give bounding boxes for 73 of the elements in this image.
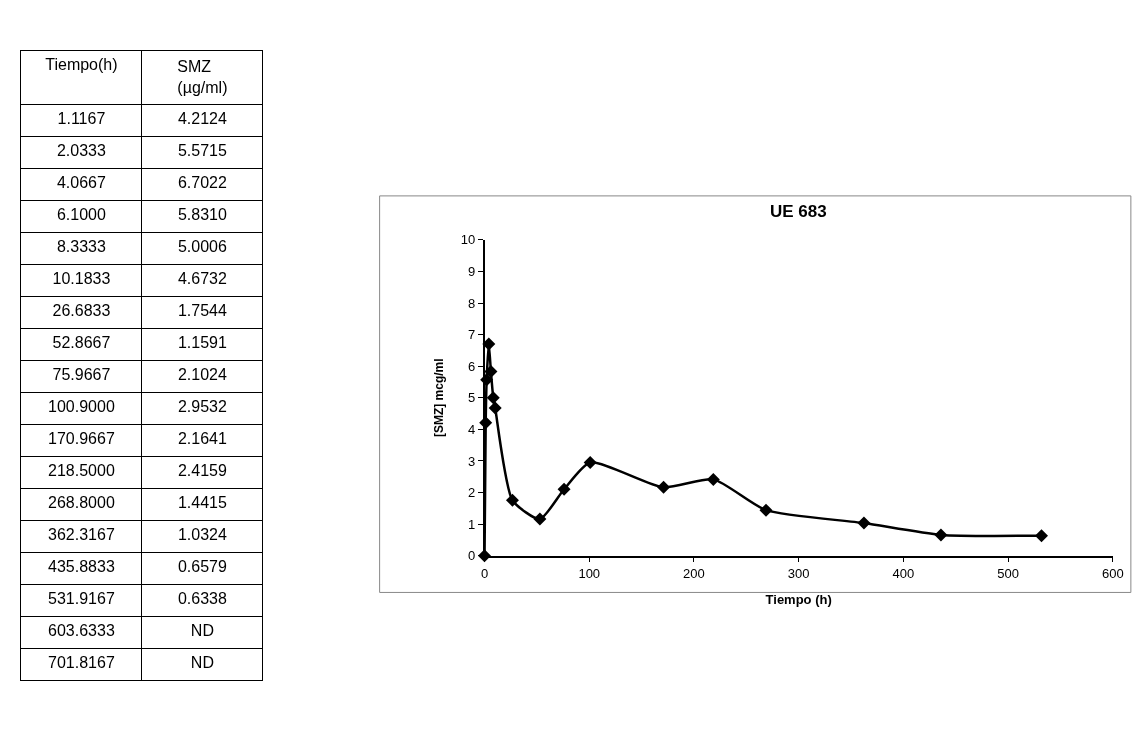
point xyxy=(533,512,547,526)
point xyxy=(482,337,496,351)
point xyxy=(934,528,948,542)
category-label: 1.1167 xyxy=(57,110,106,128)
y-tick-label: 1 xyxy=(467,516,476,532)
y-tick-label: 2 xyxy=(467,485,476,501)
point xyxy=(488,401,502,415)
category-label: 603.6333 xyxy=(48,622,115,640)
category-label: 435.8833 xyxy=(48,558,115,576)
text: Tiempo(h) xyxy=(45,56,118,74)
y-tick-label: 7 xyxy=(467,327,476,343)
point xyxy=(759,503,773,517)
category-label: 362.3167 xyxy=(48,526,115,544)
y-tick-label: 8 xyxy=(467,295,476,311)
text: 1.0324 xyxy=(177,526,227,544)
category-label: 268.8000 xyxy=(48,494,115,512)
text: ND xyxy=(190,622,214,640)
y-tick-label: 0 xyxy=(467,548,476,564)
text: 5.0006 xyxy=(177,238,227,256)
point xyxy=(857,516,871,530)
category-label: 218.5000 xyxy=(48,462,115,480)
x-tick-label: 0 xyxy=(480,566,489,582)
category-label: 52.8667 xyxy=(52,334,111,352)
category-label: 26.6833 xyxy=(52,302,111,320)
text: 1.7544 xyxy=(177,302,227,320)
text: 1.1591 xyxy=(177,334,227,352)
category-label: 531.9167 xyxy=(48,590,115,608)
text: 4.6732 xyxy=(177,270,227,288)
x-tick-label: 500 xyxy=(997,566,1019,582)
y-tick-label: 4 xyxy=(467,421,476,437)
point xyxy=(657,480,671,494)
x-tick-label: 600 xyxy=(1101,566,1124,582)
point xyxy=(486,391,500,405)
y-axis-title: [SMZ] mcg/ml xyxy=(431,358,446,438)
point xyxy=(706,472,720,486)
text: 6.7022 xyxy=(177,174,227,192)
point xyxy=(484,365,498,379)
y-tick-label: 3 xyxy=(467,453,476,469)
text: SMZ (µg/ml) xyxy=(177,58,228,97)
text: 1.4415 xyxy=(177,494,227,512)
category-label: 6.1000 xyxy=(56,206,106,224)
point xyxy=(505,493,519,507)
category-label: 2.0333 xyxy=(56,142,106,160)
category-label: 75.9667 xyxy=(52,366,111,384)
text: 4.2124 xyxy=(177,110,227,128)
text: 2.1024 xyxy=(177,366,227,384)
y-tick-label: 10 xyxy=(460,232,476,248)
point xyxy=(1035,529,1049,543)
text: 2.9532 xyxy=(177,398,227,416)
text: ND xyxy=(190,654,214,672)
chart-title: UE 683 xyxy=(770,202,827,221)
text: 5.5715 xyxy=(177,142,227,160)
text: 2.1641 xyxy=(177,430,227,448)
text: 2.4159 xyxy=(177,462,227,480)
category-label: 8.3333 xyxy=(56,238,106,256)
category-label: 701.8167 xyxy=(48,654,115,672)
text: 0.6338 xyxy=(177,590,227,608)
category-label: 100.9000 xyxy=(48,398,115,416)
category-label: 170.9667 xyxy=(48,430,115,448)
text: 0.6579 xyxy=(177,558,227,576)
text: 5.8310 xyxy=(177,206,227,224)
x-tick-label: 400 xyxy=(892,566,915,582)
y-tick-label: 5 xyxy=(467,390,476,406)
x-tick-label: 200 xyxy=(683,566,705,582)
category-label: 4.0667 xyxy=(56,174,106,192)
x-tick-label: 300 xyxy=(787,566,810,582)
x-axis-title: Tiempo (h) xyxy=(765,592,832,608)
x-tick-label: 100 xyxy=(578,566,601,582)
y-tick-label: 6 xyxy=(467,358,476,374)
y-tick-label: 9 xyxy=(467,264,476,280)
point xyxy=(583,455,597,469)
point xyxy=(557,482,571,496)
category-label: 10.1833 xyxy=(52,270,111,288)
